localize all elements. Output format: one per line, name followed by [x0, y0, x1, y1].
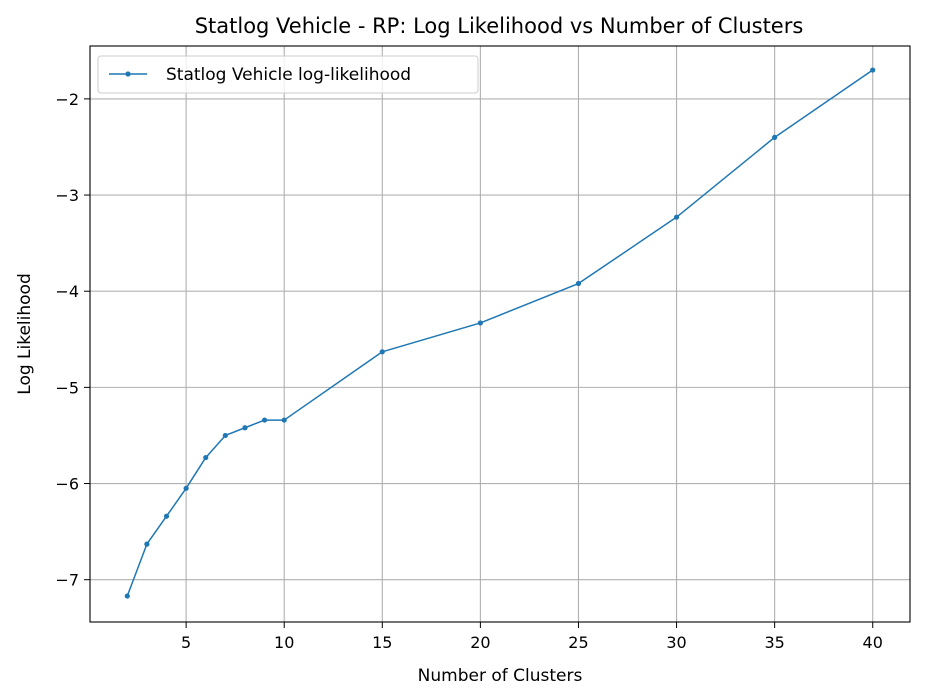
data-point: [261, 417, 268, 423]
x-tick-label: 5: [181, 633, 191, 652]
data-point: [163, 513, 170, 519]
data-point: [477, 320, 483, 326]
data-point: [575, 280, 582, 287]
data-point: [870, 67, 876, 73]
data-point: [379, 349, 385, 355]
legend-box: [97, 55, 479, 94]
legend-label: Statlog Vehicle log-likelihood: [166, 65, 411, 85]
data-point: [281, 417, 287, 423]
y-tick-label: −3: [55, 186, 79, 205]
legend-marker: [125, 71, 131, 77]
data-point: [772, 134, 778, 140]
y-tick-label: −5: [55, 378, 79, 397]
y-tick-label: −7: [55, 571, 79, 590]
x-tick-label: 15: [372, 633, 392, 652]
ticks: 5 10 15 20 25 30 35 40 −7 −6 −5 −4 −3 −2: [55, 90, 883, 652]
x-axis-label: Number of Clusters: [418, 666, 583, 686]
data-point: [242, 425, 248, 431]
y-tick-label: −4: [55, 282, 79, 301]
series-line: [126, 69, 874, 597]
data-point: [222, 432, 228, 439]
chart-title: Statlog Vehicle - RP: Log Likelihood vs …: [195, 14, 804, 38]
grid: [90, 46, 910, 622]
plot-frame: [89, 45, 911, 623]
y-tick-label: −2: [55, 90, 79, 109]
data-point: [673, 214, 680, 220]
series-layer: [124, 67, 876, 599]
legend: Statlog Vehicle log-likelihood: [97, 55, 479, 94]
y-tick-label: −6: [55, 475, 79, 494]
data-point: [183, 485, 189, 491]
x-tick-label: 10: [274, 633, 294, 652]
x-tick-label: 30: [666, 633, 686, 652]
x-tick-label: 40: [863, 633, 883, 652]
data-point: [203, 454, 209, 461]
data-point: [124, 593, 130, 599]
y-axis-label: Log Likelihood: [15, 273, 35, 394]
x-tick-label: 35: [764, 633, 784, 652]
data-point: [144, 541, 150, 547]
x-tick-label: 20: [470, 633, 490, 652]
x-tick-label: 25: [568, 633, 588, 652]
